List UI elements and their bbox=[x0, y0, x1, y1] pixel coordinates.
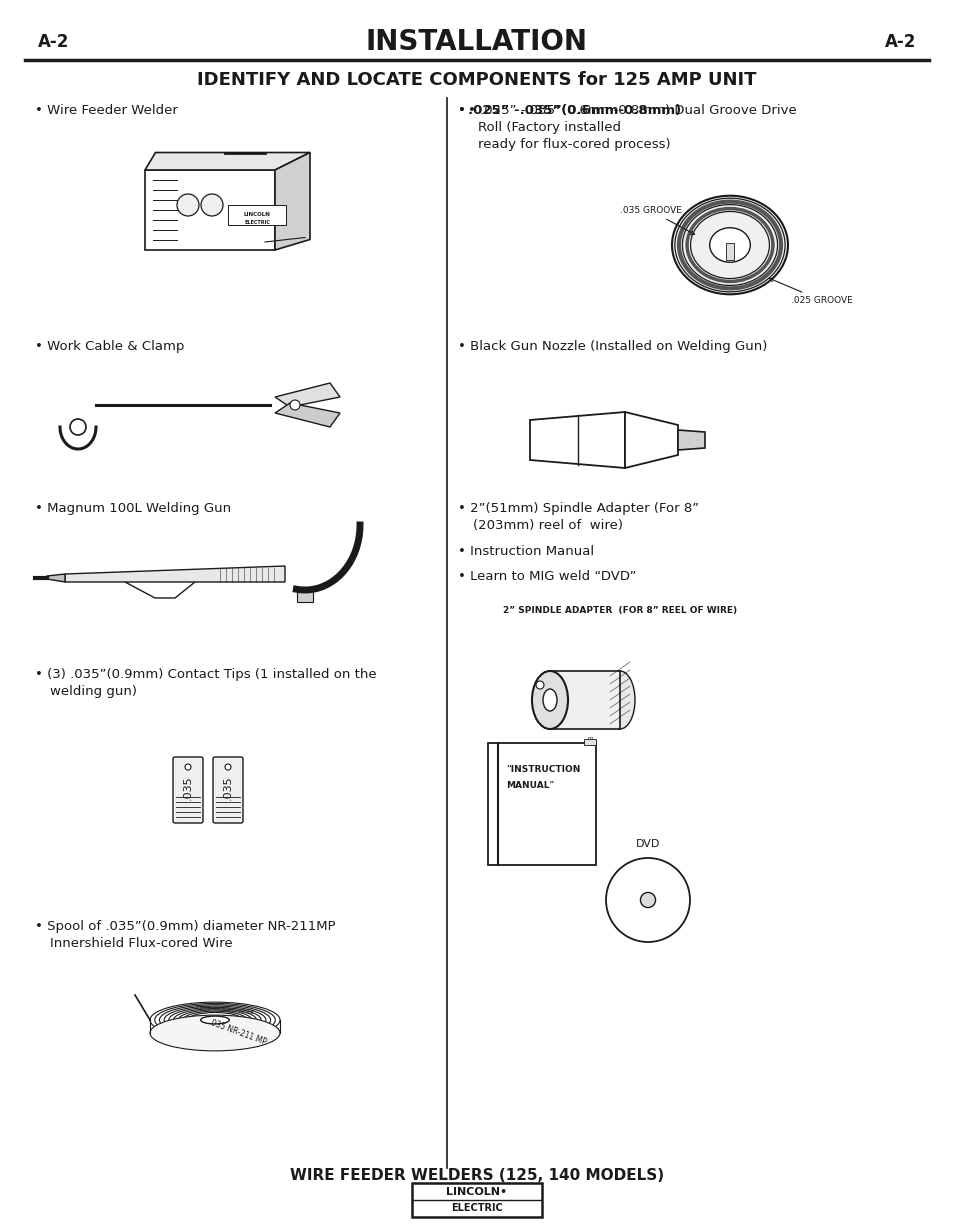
Text: ELECTRIC: ELECTRIC bbox=[451, 1202, 502, 1214]
Text: • Black Gun Nozzle (Installed on Welding Gun): • Black Gun Nozzle (Installed on Welding… bbox=[457, 340, 766, 353]
Circle shape bbox=[605, 858, 689, 942]
Ellipse shape bbox=[709, 228, 749, 263]
Text: .025” -.035”(0.6mm-0.8mm): .025” -.035”(0.6mm-0.8mm) bbox=[468, 104, 680, 117]
Text: A-2: A-2 bbox=[883, 33, 915, 52]
Text: Innershield Flux-cored Wire: Innershield Flux-cored Wire bbox=[50, 937, 233, 950]
Ellipse shape bbox=[532, 671, 567, 729]
Text: ELECTRIC: ELECTRIC bbox=[244, 221, 270, 226]
Text: LINCOLN•: LINCOLN• bbox=[446, 1187, 507, 1198]
Circle shape bbox=[201, 194, 223, 216]
Polygon shape bbox=[47, 574, 65, 582]
Text: A-2: A-2 bbox=[38, 33, 70, 52]
Text: .035 NR-211 MP: .035 NR-211 MP bbox=[207, 1017, 267, 1047]
Circle shape bbox=[225, 764, 231, 771]
Polygon shape bbox=[274, 402, 339, 427]
Bar bbox=[583, 739, 596, 745]
Text: .035 GROOVE: .035 GROOVE bbox=[619, 206, 694, 234]
Text: •: • bbox=[457, 104, 470, 117]
Text: .025 GROOVE: .025 GROOVE bbox=[769, 279, 852, 306]
Text: IDENTIFY AND LOCATE COMPONENTS for 125 AMP UNIT: IDENTIFY AND LOCATE COMPONENTS for 125 A… bbox=[197, 71, 756, 90]
Text: •: • bbox=[457, 104, 470, 117]
Polygon shape bbox=[550, 671, 619, 729]
Polygon shape bbox=[678, 429, 704, 450]
Text: • Wire Feeder Welder: • Wire Feeder Welder bbox=[35, 104, 177, 117]
Polygon shape bbox=[145, 171, 274, 250]
Text: INSTALLATION: INSTALLATION bbox=[366, 28, 587, 56]
Text: Roll (Factory installed: Roll (Factory installed bbox=[477, 121, 624, 134]
Circle shape bbox=[639, 892, 655, 908]
Text: • 2”(51mm) Spindle Adapter (For 8”: • 2”(51mm) Spindle Adapter (For 8” bbox=[457, 502, 699, 515]
Ellipse shape bbox=[200, 1016, 229, 1025]
Text: welding gun): welding gun) bbox=[50, 685, 137, 698]
Polygon shape bbox=[530, 412, 624, 467]
Text: WIRE FEEDER WELDERS (125, 140 MODELS): WIRE FEEDER WELDERS (125, 140 MODELS) bbox=[290, 1168, 663, 1183]
Circle shape bbox=[290, 400, 299, 410]
Text: MANUAL": MANUAL" bbox=[505, 782, 554, 790]
Ellipse shape bbox=[542, 690, 557, 710]
Polygon shape bbox=[274, 383, 339, 407]
Text: .035: .035 bbox=[183, 775, 193, 800]
Ellipse shape bbox=[150, 1015, 280, 1050]
Bar bbox=[296, 590, 313, 602]
Text: (203mm) reel of  wire): (203mm) reel of wire) bbox=[473, 519, 622, 533]
Circle shape bbox=[177, 194, 199, 216]
Text: m: m bbox=[587, 736, 592, 741]
Bar bbox=[412, 1183, 541, 1217]
Text: • Learn to MIG weld “DVD”: • Learn to MIG weld “DVD” bbox=[457, 571, 636, 583]
Text: ready for flux-cored process): ready for flux-cored process) bbox=[477, 137, 670, 151]
Bar bbox=[725, 243, 733, 260]
Text: FLUX-CORED WIRE: FLUX-CORED WIRE bbox=[195, 1005, 253, 1015]
Text: • (3) .035”(0.9mm) Contact Tips (1 installed on the: • (3) .035”(0.9mm) Contact Tips (1 insta… bbox=[35, 667, 376, 681]
Text: DVD: DVD bbox=[635, 839, 659, 849]
Text: LINCOLN: LINCOLN bbox=[243, 212, 270, 217]
Polygon shape bbox=[65, 566, 285, 582]
Polygon shape bbox=[145, 152, 310, 171]
Circle shape bbox=[536, 681, 543, 690]
Text: • Work Cable & Clamp: • Work Cable & Clamp bbox=[35, 340, 184, 353]
Text: "INSTRUCTION: "INSTRUCTION bbox=[505, 764, 579, 774]
Ellipse shape bbox=[671, 195, 787, 294]
Text: • Instruction Manual: • Instruction Manual bbox=[457, 545, 594, 558]
Bar bbox=[488, 744, 596, 865]
Text: .035: .035 bbox=[223, 775, 233, 800]
FancyBboxPatch shape bbox=[213, 757, 243, 823]
Circle shape bbox=[185, 764, 191, 771]
Text: • Magnum 100L Welding Gun: • Magnum 100L Welding Gun bbox=[35, 502, 231, 515]
Polygon shape bbox=[274, 152, 310, 250]
Text: 2” SPINDLE ADAPTER  (FOR 8” REEL OF WIRE): 2” SPINDLE ADAPTER (FOR 8” REEL OF WIRE) bbox=[502, 605, 737, 615]
Ellipse shape bbox=[604, 671, 635, 729]
Polygon shape bbox=[624, 412, 678, 467]
Bar bbox=[228, 205, 286, 225]
Text: • Spool of .035”(0.9mm) diameter NR-211MP: • Spool of .035”(0.9mm) diameter NR-211M… bbox=[35, 920, 335, 933]
Text: • .025” -.035”(0.6mm-0.8mm) Dual Groove Drive: • .025” -.035”(0.6mm-0.8mm) Dual Groove … bbox=[468, 104, 796, 117]
FancyBboxPatch shape bbox=[172, 757, 203, 823]
